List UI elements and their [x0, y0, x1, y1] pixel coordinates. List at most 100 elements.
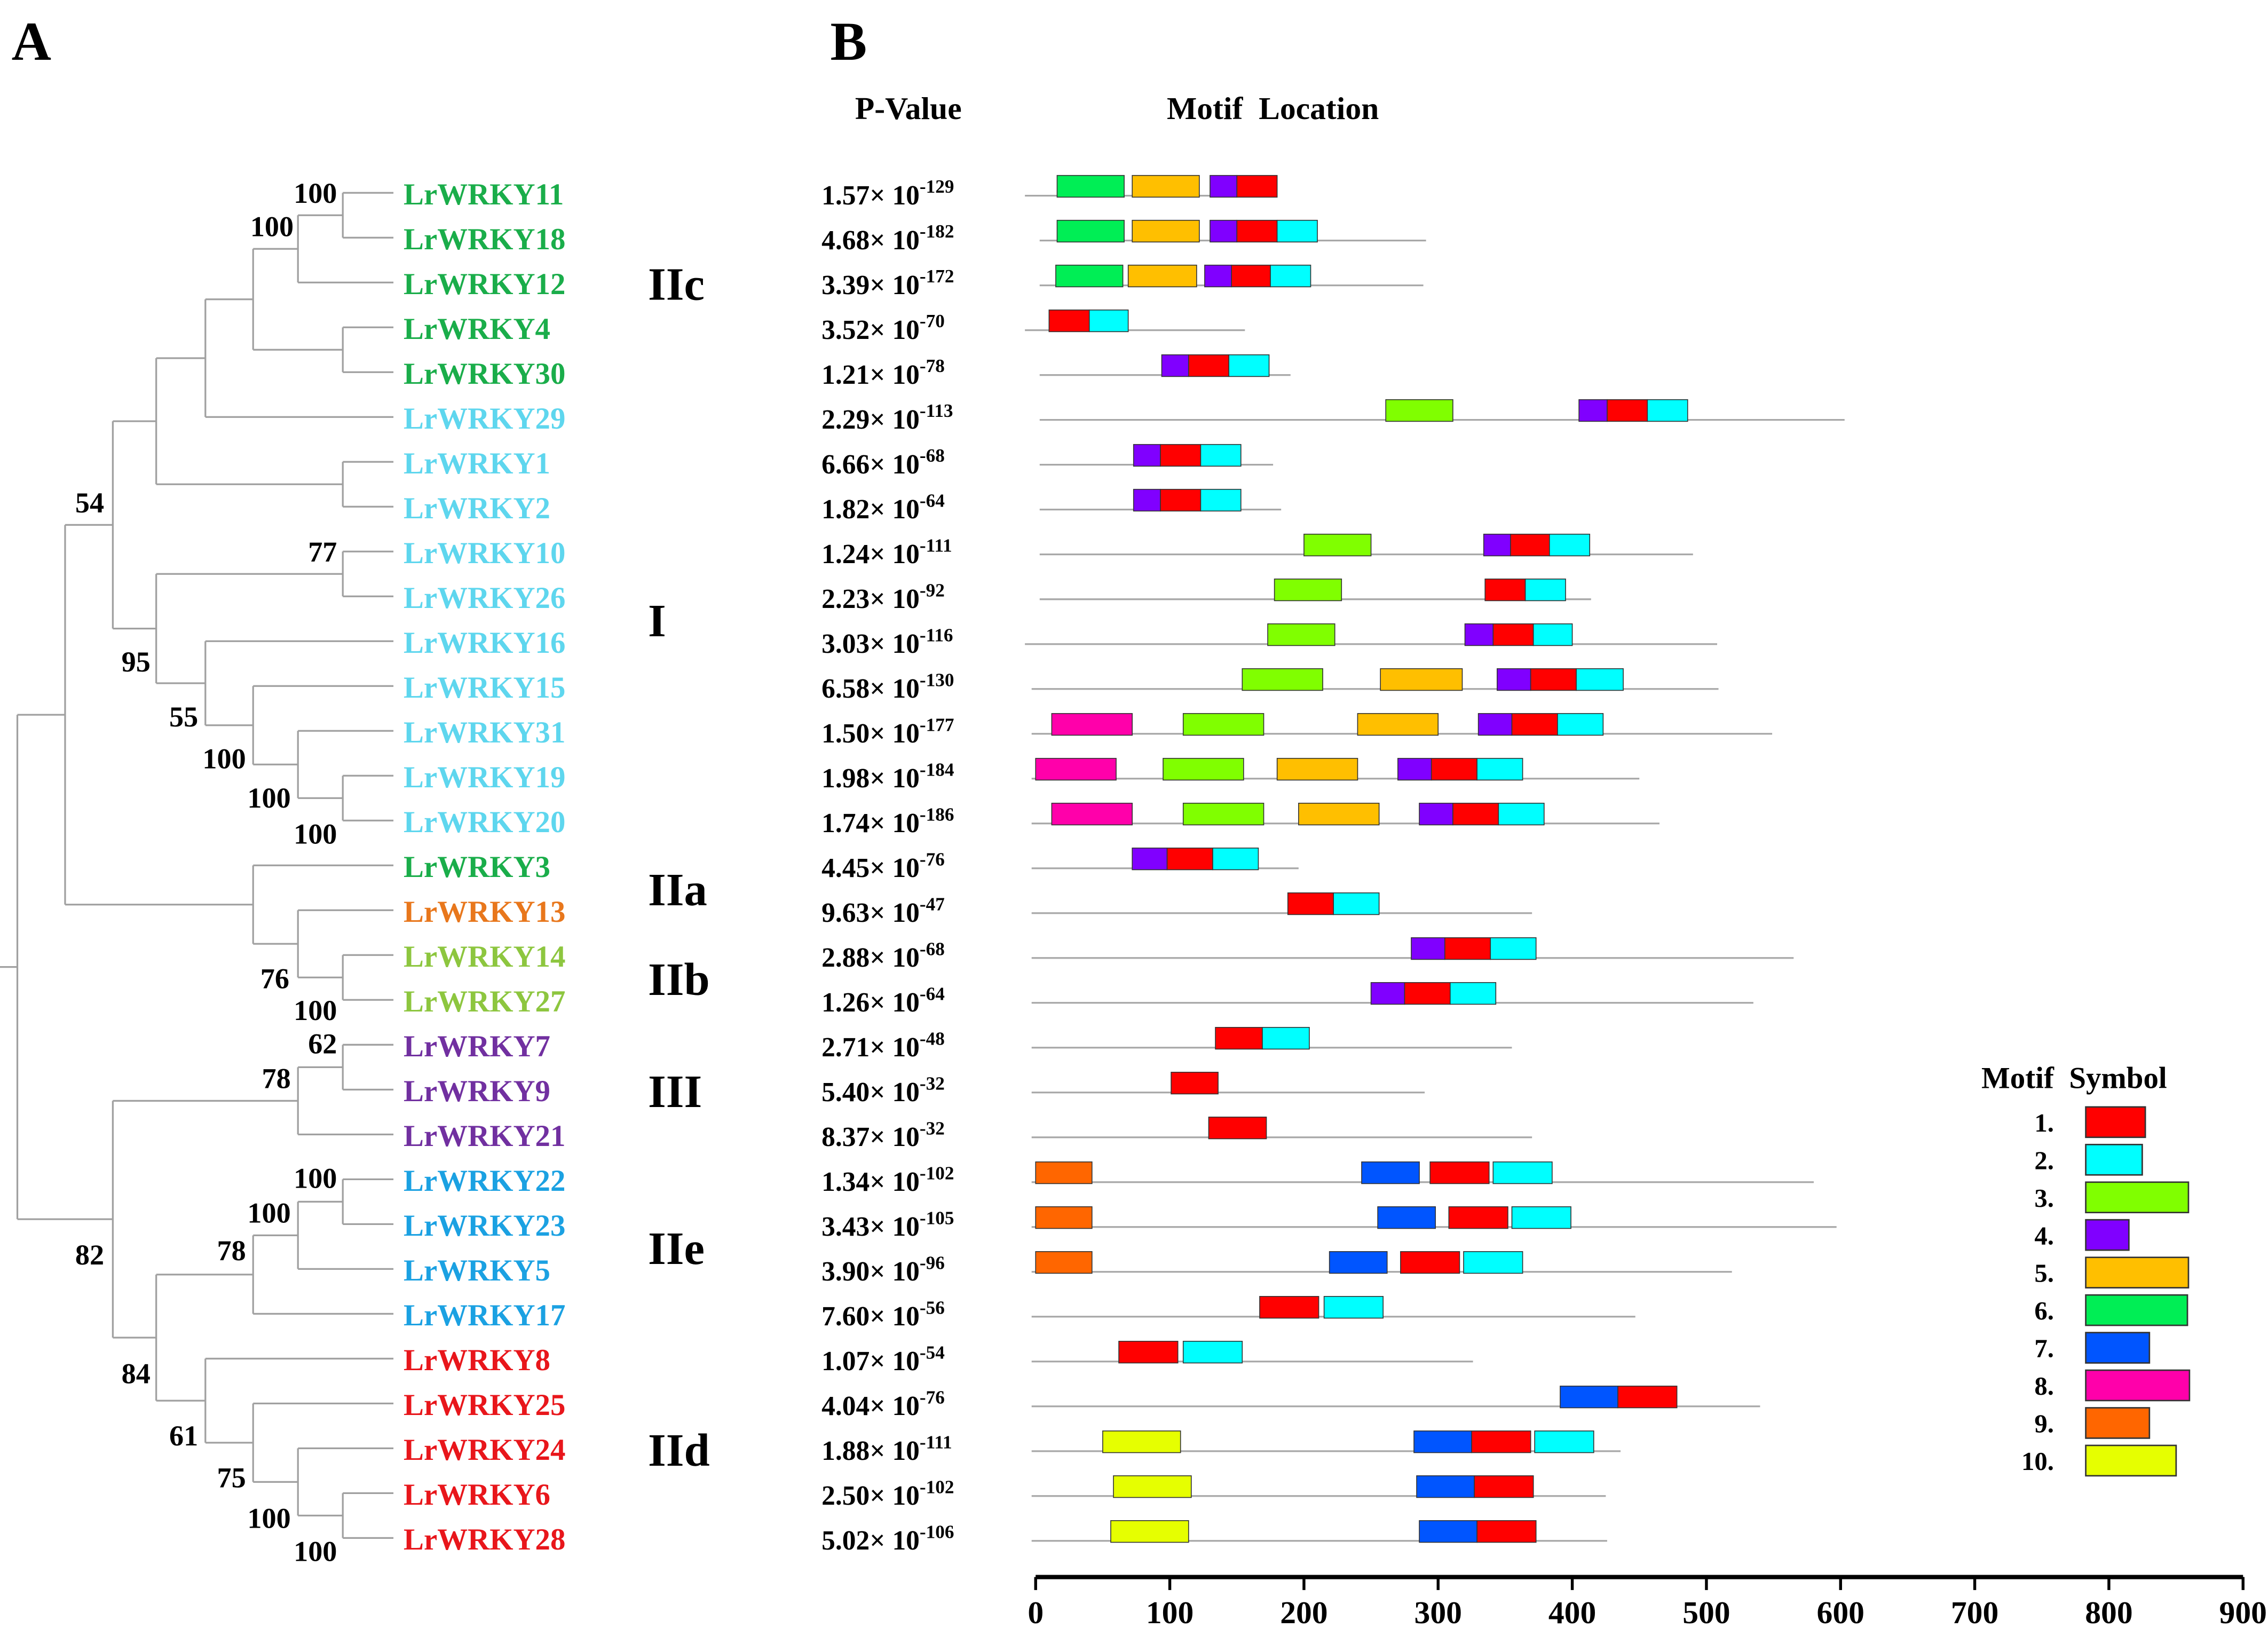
- pvalue: 5.02× 10-106: [821, 1521, 954, 1556]
- motif-2-box: [1534, 1430, 1594, 1453]
- motif-1-box: [1444, 937, 1491, 960]
- bootstrap-value: 100: [294, 177, 337, 209]
- motif-2-box: [1511, 1206, 1571, 1229]
- motif-3-box: [1385, 399, 1453, 422]
- gene-label: LrWRKY18: [404, 223, 565, 256]
- motif-5-box: [1132, 175, 1200, 198]
- bootstrap-value: 100: [202, 743, 246, 775]
- legend-title: Motif Symbol: [1981, 1062, 2167, 1095]
- gene-label: LrWRKY7: [404, 1030, 550, 1063]
- motif-2-box: [1323, 1296, 1384, 1319]
- motif-2-box: [1088, 309, 1129, 333]
- motif-1-box: [1476, 1520, 1537, 1543]
- motif-2-box: [1498, 802, 1545, 826]
- bootstrap-value: 84: [122, 1357, 151, 1389]
- gene-label: LrWRKY24: [404, 1433, 565, 1467]
- motif-5-box: [1127, 264, 1197, 288]
- pvalue: 1.34× 10-102: [821, 1163, 954, 1197]
- motif-2-box: [1200, 488, 1242, 512]
- motif-5-box: [1357, 713, 1439, 736]
- motif-6-box: [1056, 175, 1125, 198]
- pvalue: 5.40× 10-32: [821, 1073, 945, 1108]
- gene-label: LrWRKY15: [404, 671, 565, 705]
- motif-2-box: [1463, 1251, 1523, 1274]
- motif-9-box: [1035, 1161, 1093, 1184]
- motif-7-box: [1413, 1430, 1472, 1453]
- motif-7-box: [1560, 1386, 1618, 1409]
- legend-swatch: [2085, 1256, 2190, 1289]
- bootstrap-value: 54: [75, 487, 104, 519]
- motif-4-box: [1397, 757, 1432, 781]
- motif-2-box: [1557, 713, 1604, 736]
- bootstrap-value: 78: [262, 1063, 290, 1095]
- pvalue: 1.82× 10-64: [821, 490, 945, 525]
- pvalue: 8.37× 10-32: [821, 1118, 945, 1152]
- motif-1-box: [1429, 1161, 1490, 1184]
- group-label: IId: [648, 1425, 710, 1476]
- x-tick-label: 400: [1548, 1595, 1596, 1630]
- motif-8-box: [1051, 713, 1133, 736]
- motif-5-box: [1276, 757, 1358, 781]
- bootstrap-value: 82: [75, 1239, 104, 1271]
- motif-5-box: [1380, 668, 1463, 691]
- motif-4-box: [1161, 354, 1189, 377]
- pvalue: 1.74× 10-186: [821, 804, 954, 839]
- legend-swatch: [2085, 1294, 2188, 1326]
- gene-label: LrWRKY22: [404, 1164, 565, 1198]
- motif-1-box: [1492, 623, 1534, 646]
- pvalue: 1.07× 10-54: [821, 1342, 945, 1377]
- gene-label: LrWRKY5: [404, 1254, 550, 1287]
- motif-4-box: [1483, 533, 1511, 557]
- motif-3-box: [1182, 713, 1265, 736]
- motif-10-box: [1113, 1475, 1192, 1498]
- motif-1-box: [1236, 219, 1278, 243]
- motif-1-box: [1171, 1071, 1219, 1095]
- bootstrap-value: 100: [294, 818, 337, 850]
- motif-2-box: [1576, 668, 1624, 691]
- legend-swatch: [2085, 1444, 2177, 1477]
- pvalue-column: 1.57× 10-129 4.68× 10-182 3.39× 10-172 3.52…: [821, 176, 954, 1556]
- bootstrap-value: 62: [308, 1028, 337, 1060]
- gene-label: LrWRKY21: [404, 1119, 565, 1153]
- legend-swatch: [2085, 1143, 2143, 1176]
- x-tick-label: 500: [1682, 1595, 1730, 1630]
- phylogenetic-tree: [0, 192, 394, 1539]
- gene-label: LrWRKY14: [404, 940, 565, 974]
- motif-3-box: [1274, 578, 1342, 602]
- legend-number: 9.: [2034, 1410, 2054, 1438]
- gene-labels: LrWRKY11 LrWRKY18 LrWRKY12 LrWRKY4 LrWRKY30 L…: [404, 178, 565, 1556]
- motif-1-box: [1511, 713, 1558, 736]
- motif-1-box: [1259, 1296, 1319, 1319]
- gene-label: LrWRKY28: [404, 1523, 565, 1556]
- motif-4-box: [1464, 623, 1494, 646]
- motif-6-box: [1055, 264, 1124, 288]
- gene-label: LrWRKY11: [404, 178, 564, 211]
- motif-3-box: [1242, 668, 1323, 691]
- motif-2-box: [1490, 937, 1537, 960]
- legend-swatch: [2085, 1407, 2151, 1439]
- motif-4-box: [1370, 982, 1405, 1005]
- gene-label: LrWRKY9: [404, 1074, 550, 1108]
- motif-1-box: [1236, 175, 1278, 198]
- group-labels: IIc I IIa IIb III IIe IId: [648, 259, 710, 1476]
- x-tick-label: 0: [1028, 1595, 1044, 1630]
- pvalue: 2.71× 10-48: [821, 1028, 945, 1063]
- motif-1-box: [1118, 1341, 1179, 1364]
- motif-9-box: [1035, 1206, 1093, 1229]
- bootstrap-value: 100: [294, 1536, 337, 1568]
- group-label: IIc: [648, 259, 705, 310]
- gene-label: LrWRKY26: [404, 581, 565, 615]
- motif-4-box: [1133, 444, 1161, 467]
- gene-label: LrWRKY3: [404, 850, 550, 884]
- motif-7-box: [1329, 1251, 1388, 1274]
- gene-label: LrWRKY16: [404, 626, 565, 660]
- gene-label: LrWRKY29: [404, 402, 565, 436]
- bootstrap-value: 100: [247, 1502, 290, 1534]
- pvalue: 1.88× 10-111: [821, 1432, 952, 1466]
- motif-4-box: [1411, 937, 1445, 960]
- bootstrap-value: 100: [250, 211, 294, 243]
- legend-swatch: [2085, 1369, 2191, 1402]
- gene-label: LrWRKY1: [404, 447, 550, 480]
- motif-4-box: [1204, 264, 1232, 288]
- pvalue: 7.60× 10-56: [821, 1297, 945, 1332]
